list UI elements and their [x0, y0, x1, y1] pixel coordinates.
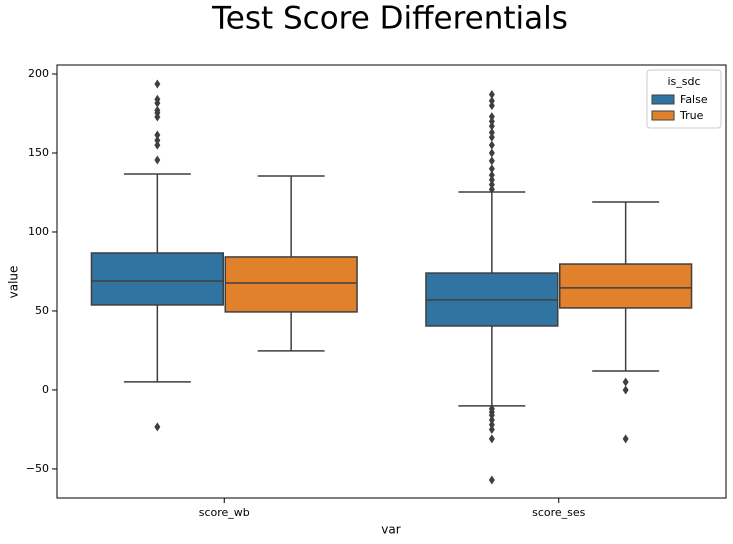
outlier: [154, 135, 161, 145]
x-axis-label: var: [381, 523, 400, 537]
outlier: [488, 415, 495, 425]
outlier: [488, 184, 495, 194]
chart-title: Test Score Differentials: [211, 1, 568, 37]
x-tick-label: score_wb: [199, 506, 250, 519]
outlier: [488, 90, 495, 100]
outlier: [154, 130, 161, 140]
outlier: [154, 94, 161, 104]
outlier: [488, 132, 495, 142]
outlier: [488, 148, 495, 158]
outlier: [154, 155, 161, 165]
y-tick-label: −50: [26, 462, 49, 475]
legend-swatch: [651, 110, 675, 121]
outlier: [488, 156, 495, 166]
outlier: [622, 377, 629, 387]
outlier: [488, 434, 495, 444]
box: [224, 256, 358, 313]
legend-swatch: [651, 94, 675, 105]
outlier: [154, 105, 161, 115]
legend-label: True: [679, 109, 704, 122]
outlier: [488, 475, 495, 485]
outlier: [488, 424, 495, 434]
y-tick-label: 200: [28, 67, 49, 80]
outlier: [488, 101, 495, 111]
outlier: [488, 164, 495, 174]
outlier: [488, 170, 495, 180]
outlier: [488, 404, 495, 414]
x-tick-label: score_ses: [532, 506, 586, 519]
outlier: [488, 127, 495, 137]
legend-title: is_sdc: [667, 75, 700, 88]
outlier: [154, 422, 161, 432]
box: [90, 252, 224, 306]
outlier: [488, 175, 495, 185]
outlier: [488, 420, 495, 430]
y-tick-label: 150: [28, 146, 49, 159]
outlier: [488, 180, 495, 190]
outlier: [622, 385, 629, 395]
y-axis-label: value: [7, 266, 21, 299]
outlier: [488, 116, 495, 126]
plot-frame: [56, 64, 727, 499]
outlier: [488, 121, 495, 131]
y-tick-label: 50: [35, 304, 49, 317]
y-tick-label: 100: [28, 225, 49, 238]
outlier: [154, 140, 161, 150]
y-tick-label: 0: [42, 383, 49, 396]
outlier: [488, 96, 495, 106]
outlier: [154, 79, 161, 89]
box: [559, 263, 693, 309]
outlier: [488, 140, 495, 150]
outlier: [488, 112, 495, 122]
legend-label: False: [680, 93, 708, 106]
outlier: [622, 434, 629, 444]
